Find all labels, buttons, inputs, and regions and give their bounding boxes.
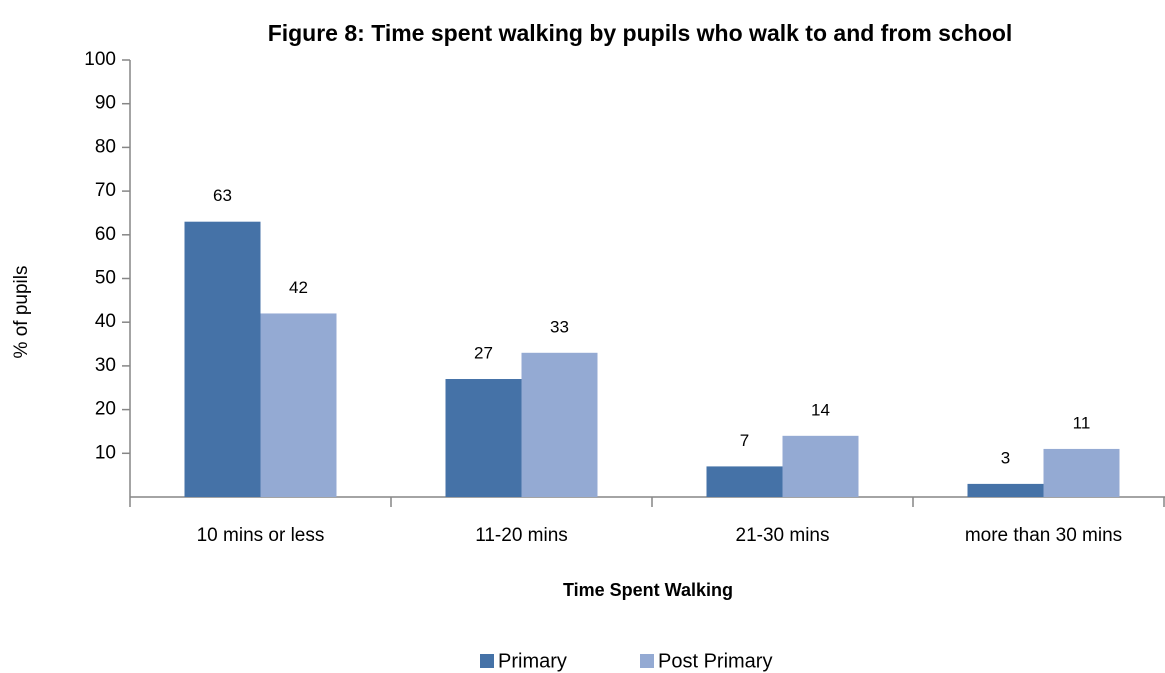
bar	[706, 466, 783, 497]
x-axis-label: Time Spent Walking	[563, 580, 733, 600]
bar	[260, 313, 337, 497]
y-tick-label: 50	[95, 268, 116, 289]
bar	[184, 221, 261, 497]
bar	[782, 435, 859, 497]
chart-title: Figure 8: Time spent walking by pupils w…	[268, 20, 1013, 46]
bar	[1043, 448, 1120, 497]
legend-swatch	[640, 654, 654, 668]
y-tick-label: 10	[95, 442, 116, 463]
data-label: 7	[740, 431, 749, 450]
y-tick-label: 100	[84, 49, 116, 70]
y-tick-label: 20	[95, 399, 116, 420]
y-axis-label: % of pupils	[11, 266, 32, 359]
legend-label: Primary	[498, 650, 567, 672]
y-tick-label: 80	[95, 136, 116, 157]
x-tick-label: 11-20 mins	[475, 525, 568, 546]
data-label: 27	[474, 343, 493, 362]
y-tick-label: 60	[95, 224, 116, 245]
bar	[521, 352, 598, 497]
data-label: 63	[213, 186, 232, 205]
x-tick-label: 10 mins or less	[197, 525, 325, 546]
y-tick-label: 70	[95, 180, 116, 201]
y-tick-label: 30	[95, 355, 116, 376]
bar	[967, 483, 1044, 497]
y-tick-label: 40	[95, 311, 116, 332]
data-label: 42	[289, 278, 308, 297]
data-label: 33	[550, 317, 569, 336]
y-tick-label: 90	[95, 93, 116, 114]
bar	[445, 379, 522, 497]
data-label: 14	[811, 400, 830, 419]
x-tick-label: 21-30 mins	[736, 525, 830, 546]
legend-swatch	[480, 654, 494, 668]
x-tick-label: more than 30 mins	[965, 525, 1122, 546]
data-label: 3	[1001, 448, 1010, 467]
legend-label: Post Primary	[658, 650, 772, 672]
data-label: 11	[1073, 413, 1091, 432]
